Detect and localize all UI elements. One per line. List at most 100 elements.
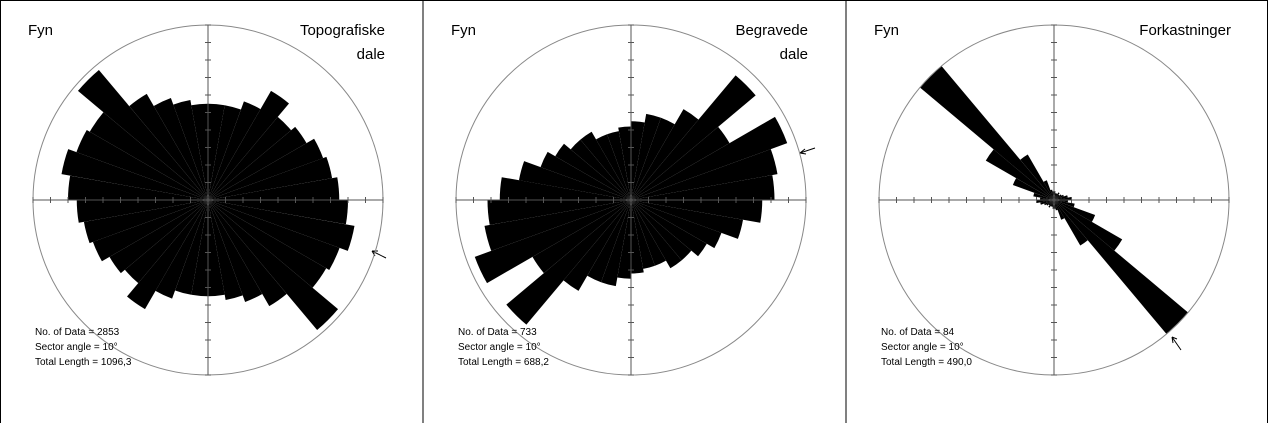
sector	[587, 200, 631, 283]
sector	[92, 200, 208, 262]
sector	[208, 177, 340, 200]
sector	[173, 100, 208, 200]
sector	[83, 200, 208, 244]
sector	[631, 126, 730, 200]
annotation: Sector angle = 10°	[458, 342, 541, 353]
sector	[208, 90, 289, 200]
sector	[1054, 193, 1058, 200]
sector	[1050, 200, 1054, 207]
sector	[631, 149, 778, 200]
annotation: Total Length = 1096,3	[35, 357, 132, 368]
sector	[76, 200, 208, 223]
annotation: No. of Data = 2853	[35, 327, 120, 338]
sector	[129, 93, 208, 200]
sector	[518, 161, 631, 200]
sector	[208, 200, 340, 270]
sector	[208, 200, 263, 302]
sector	[1050, 189, 1054, 200]
sector	[631, 116, 788, 200]
sector	[1043, 180, 1054, 200]
sector	[1054, 200, 1189, 335]
sector	[601, 200, 631, 287]
sector	[474, 200, 631, 284]
sector	[1054, 194, 1062, 200]
sector	[985, 149, 1054, 200]
sector	[1054, 194, 1064, 200]
sector	[1020, 154, 1054, 200]
sector	[532, 200, 631, 274]
sector	[1054, 194, 1060, 200]
sector	[1040, 200, 1054, 205]
sector	[76, 130, 209, 200]
sector	[208, 103, 225, 200]
sector	[1054, 196, 1072, 200]
sector	[1054, 193, 1057, 200]
sector	[109, 200, 208, 274]
annotation: Total Length = 490,0	[881, 357, 972, 368]
sector	[89, 112, 208, 200]
sector	[1036, 200, 1054, 204]
sector	[208, 200, 355, 251]
sector	[1054, 200, 1096, 222]
sector	[540, 151, 631, 200]
rose-panel: Fyn Topografiske dale No. of Data = 2853 Sec…	[28, 22, 385, 376]
sector	[631, 200, 722, 249]
chart-title: Topografiske	[300, 22, 385, 39]
sector	[1054, 195, 1068, 200]
sector	[1054, 200, 1068, 203]
sector	[208, 126, 307, 200]
sector	[631, 109, 699, 200]
sector	[631, 200, 744, 239]
sector	[1033, 192, 1054, 200]
sector	[155, 200, 208, 299]
arrow	[1171, 336, 1182, 351]
sector	[61, 149, 209, 200]
sector	[631, 75, 756, 200]
annotation: Sector angle = 10°	[35, 342, 118, 353]
sector	[1044, 200, 1054, 206]
annotation: No. of Data = 84	[881, 327, 955, 338]
rose-panel: Fyn Begravede dale No. of Data = 733 Sector …	[451, 22, 808, 376]
sector	[596, 134, 631, 200]
sector	[607, 131, 631, 200]
sector	[127, 200, 208, 310]
sector	[570, 139, 631, 200]
sector	[208, 200, 243, 300]
sector	[191, 103, 208, 200]
chart-title: Forkastninger	[1139, 22, 1231, 39]
sector	[580, 131, 631, 200]
sector	[1048, 200, 1054, 206]
sector	[208, 200, 348, 225]
chart-title: dale	[357, 46, 385, 63]
annotation: No. of Data = 733	[458, 327, 537, 338]
sector	[631, 200, 763, 223]
sector	[1054, 192, 1060, 200]
sector	[631, 200, 682, 269]
sector	[1040, 197, 1054, 200]
sector	[208, 138, 324, 200]
sector	[1048, 200, 1054, 208]
sector	[631, 121, 645, 200]
sector	[1054, 200, 1065, 220]
sector	[1054, 200, 1075, 208]
sector	[191, 200, 208, 297]
sector	[124, 200, 208, 284]
sector	[175, 200, 208, 295]
sector	[484, 200, 631, 251]
sector	[563, 200, 631, 291]
sector	[208, 156, 333, 200]
sector	[1054, 200, 1058, 211]
sector	[617, 200, 631, 279]
sector	[208, 101, 261, 200]
region-label: Fyn	[874, 22, 899, 39]
sector	[208, 200, 225, 297]
sector	[631, 113, 661, 200]
rose-panel: Fyn Forkastninger No. of Data = 84 Sector a…	[874, 22, 1231, 376]
sector	[499, 177, 631, 200]
sector	[208, 105, 241, 200]
sector	[919, 65, 1054, 200]
sector	[1051, 200, 1054, 207]
sector	[631, 117, 675, 200]
